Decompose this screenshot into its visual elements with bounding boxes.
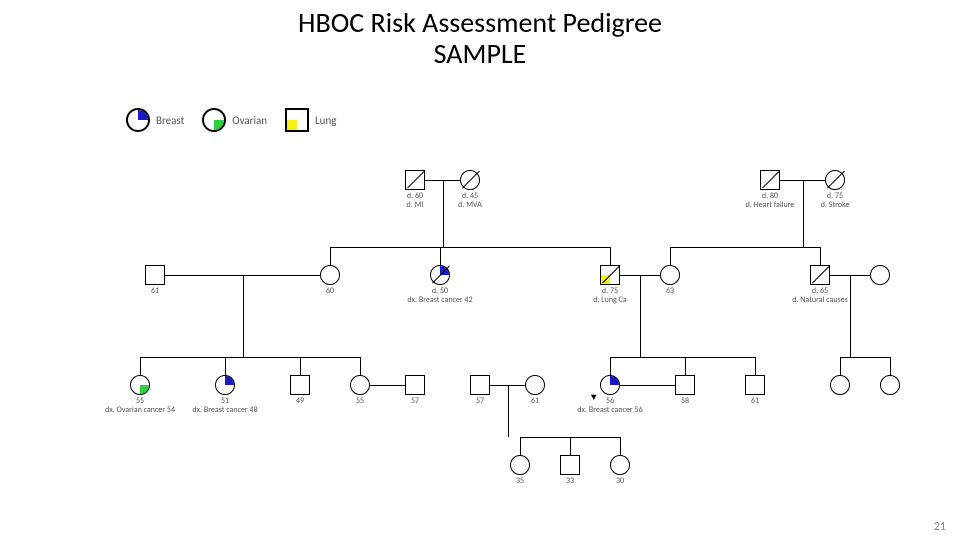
legend-label: Breast [156, 114, 184, 127]
female-circle-icon [430, 265, 450, 285]
legend-item-ovarian: Ovarian [202, 108, 267, 132]
female-circle-icon [660, 265, 680, 285]
page-title-line2: SAMPLE [0, 39, 960, 70]
person-p17 [470, 375, 490, 395]
female-circle-icon [880, 375, 900, 395]
male-square-icon [560, 455, 580, 475]
person-p16 [405, 375, 425, 395]
person-label: d. 50 dx. Breast cancer 42 [400, 287, 480, 305]
person-p5 [145, 265, 165, 285]
person-p7 [430, 265, 450, 285]
legend-item-lung: Lung [285, 108, 336, 132]
female-circle-icon [320, 265, 340, 285]
legend-item-breast: Breast [126, 108, 184, 132]
person-p23 [880, 375, 900, 395]
male-square-icon [745, 375, 765, 395]
person-label: 56 dx. Breast cancer 56 [570, 397, 650, 415]
person-p11 [870, 265, 890, 285]
lung-swatch-icon [285, 108, 309, 132]
person-p26 [610, 455, 630, 475]
breast-swatch-icon [126, 108, 150, 132]
female-circle-icon [870, 265, 890, 285]
pedigree-diagram: d. 60 d. MId. 45 d. MVAd. 80 d. Heart fa… [0, 150, 960, 510]
ovarian-swatch-icon [202, 108, 226, 132]
legend-label: Lung [315, 114, 336, 127]
female-circle-icon [600, 375, 620, 395]
person-p20 [675, 375, 695, 395]
person-p25 [560, 455, 580, 475]
male-square-icon [405, 375, 425, 395]
legend: Breast Ovarian Lung [126, 108, 336, 132]
person-p8 [600, 265, 620, 285]
female-circle-icon [130, 375, 150, 395]
person-p3 [760, 170, 780, 190]
page-title-line1: HBOC Risk Assessment Pedigree [0, 8, 960, 39]
person-p9 [660, 265, 680, 285]
person-p6 [320, 265, 340, 285]
male-square-icon [760, 170, 780, 190]
page-number: 21 [934, 520, 946, 534]
person-label: 58 [645, 397, 725, 406]
person-label: d. 65 d. Natural causes [780, 287, 860, 305]
legend-label: Ovarian [232, 114, 267, 127]
person-label: 61 [495, 397, 575, 406]
person-label: 61 [715, 397, 795, 406]
person-label: 63 [630, 287, 710, 296]
person-p10 [810, 265, 830, 285]
female-circle-icon [825, 170, 845, 190]
male-square-icon [675, 375, 695, 395]
person-label: d. 75 d. Stroke [795, 192, 875, 210]
person-p15 [350, 375, 370, 395]
female-circle-icon [525, 375, 545, 395]
person-label: 61 [115, 287, 195, 296]
person-p2 [460, 170, 480, 190]
person-p24 [510, 455, 530, 475]
person-label: 51 dx. Breast cancer 48 [185, 397, 265, 415]
person-label: 30 [580, 477, 660, 486]
person-p14 [290, 375, 310, 395]
female-circle-icon [510, 455, 530, 475]
person-p13 [215, 375, 235, 395]
person-p18 [525, 375, 545, 395]
person-p22 [830, 375, 850, 395]
person-p4 [825, 170, 845, 190]
person-p12 [130, 375, 150, 395]
female-circle-icon [215, 375, 235, 395]
male-square-icon [145, 265, 165, 285]
female-circle-icon [460, 170, 480, 190]
male-square-icon [405, 170, 425, 190]
person-label: d. 45 d. MVA [430, 192, 510, 210]
person-p21 [745, 375, 765, 395]
female-circle-icon [610, 455, 630, 475]
male-square-icon [600, 265, 620, 285]
person-label: 55 dx. Ovarian cancer 54 [100, 397, 180, 415]
person-label: 60 [290, 287, 370, 296]
person-p19 [600, 375, 620, 395]
person-p1 [405, 170, 425, 190]
female-circle-icon [350, 375, 370, 395]
male-square-icon [290, 375, 310, 395]
female-circle-icon [830, 375, 850, 395]
male-square-icon [470, 375, 490, 395]
male-square-icon [810, 265, 830, 285]
